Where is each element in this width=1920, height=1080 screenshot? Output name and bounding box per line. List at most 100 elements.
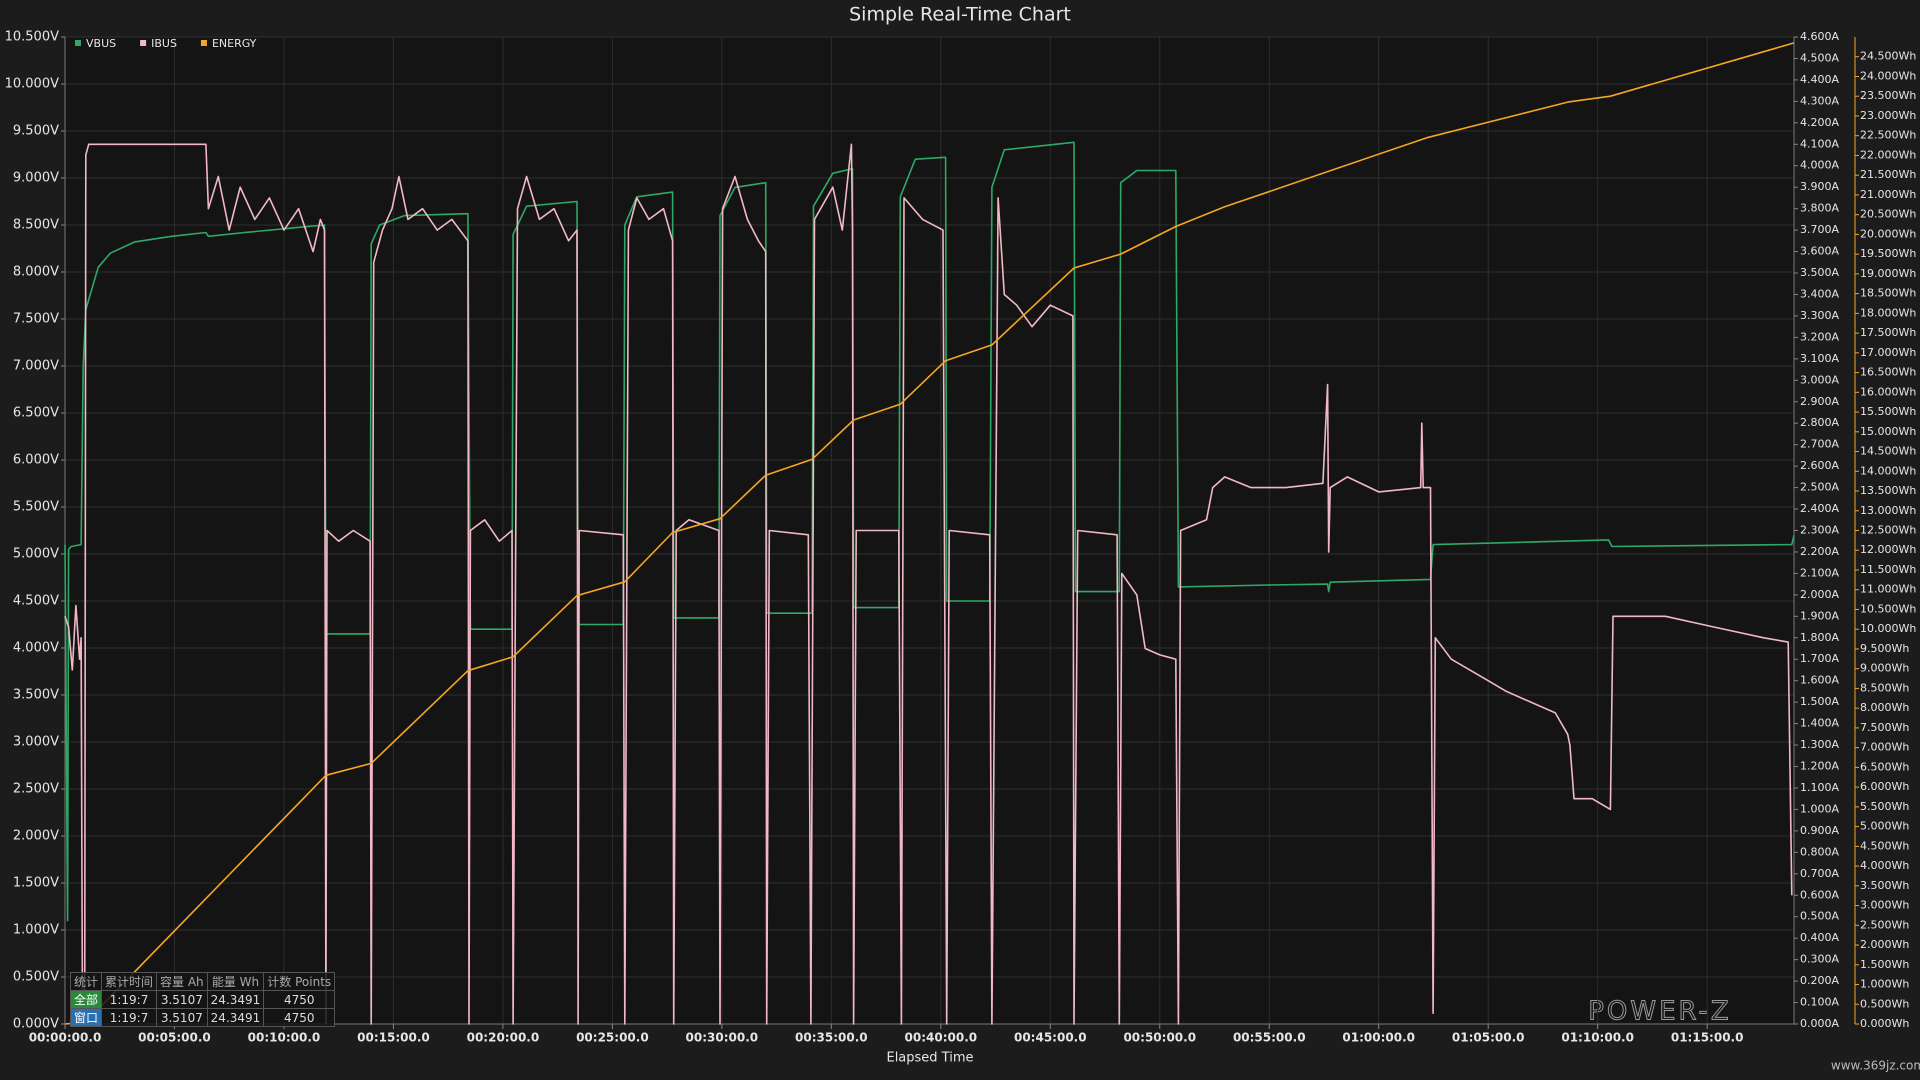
- y3-tick-label: 4.000Wh: [1860, 859, 1909, 872]
- series-line: [64, 143, 1793, 1025]
- legend-swatch: [75, 40, 81, 46]
- legend-label: VBUS: [86, 37, 116, 50]
- y3-tick-label: 19.500Wh: [1860, 247, 1916, 260]
- y-tick-label: 3.000V: [13, 735, 59, 750]
- y2-tick-label: 3.300A: [1800, 309, 1839, 322]
- y3-tick-label: 1.000Wh: [1860, 978, 1909, 991]
- cell: 24.3491: [206, 990, 265, 1009]
- y3-tick-label: 16.000Wh: [1860, 385, 1916, 398]
- y-tick-label: 9.000V: [13, 171, 59, 186]
- y3-tick-label: 3.500Wh: [1860, 879, 1909, 892]
- y3-tick-label: 0.500Wh: [1860, 997, 1909, 1010]
- y3-tick-label: 13.000Wh: [1860, 504, 1916, 517]
- y-tick-label: 2.000V: [13, 829, 59, 844]
- y2-tick-label: 2.500A: [1800, 481, 1839, 494]
- y2-tick-label: 2.200A: [1800, 545, 1839, 558]
- x-tick-label: 00:20:00.0: [467, 1031, 540, 1045]
- y2-tick-label: 2.700A: [1800, 438, 1839, 451]
- y3-tick-label: 12.000Wh: [1860, 543, 1916, 556]
- y3-tick-label: 14.500Wh: [1860, 445, 1916, 458]
- chart-title: Simple Real-Time Chart: [849, 4, 1071, 26]
- y-tick-label: 5.500V: [13, 500, 59, 515]
- x-axis-label: Elapsed Time: [886, 1051, 973, 1066]
- y-tick-label: 0.000V: [13, 1017, 59, 1032]
- y3-tick-label: 19.000Wh: [1860, 267, 1916, 280]
- y2-tick-label: 3.700A: [1800, 223, 1839, 236]
- watermark: POWER-Z: [1588, 997, 1731, 1027]
- x-tick-label: 00:05:00.0: [138, 1031, 211, 1045]
- series-line: [64, 42, 1795, 1025]
- cell: 1:19:7: [101, 990, 158, 1009]
- y2-tick-label: 1.900A: [1800, 609, 1839, 622]
- y3-tick-label: 24.500Wh: [1860, 50, 1916, 63]
- header-cell: 统计: [69, 972, 103, 991]
- y2-tick-label: 3.600A: [1800, 245, 1839, 258]
- y2-tick-label: 2.400A: [1800, 502, 1839, 515]
- y2-tick-label: 2.800A: [1800, 416, 1839, 429]
- y2-tick-label: 0.900A: [1800, 824, 1839, 837]
- y-tick-label: 4.000V: [13, 641, 59, 656]
- y-tick-label: 4.500V: [13, 594, 59, 609]
- y2-tick-label: 3.000A: [1800, 373, 1839, 386]
- stats-header: 统计 累计时间 容量 Ah 能量 Wh 计数 Points: [69, 972, 336, 991]
- y3-tick-label: 17.500Wh: [1860, 326, 1916, 339]
- header-cell: 能量 Wh: [206, 972, 265, 991]
- y2-tick-label: 1.500A: [1800, 695, 1839, 708]
- watermark: www.369jz.com: [1831, 1059, 1920, 1073]
- cell: 窗口: [69, 1008, 103, 1027]
- y2-tick-label: 4.600A: [1800, 30, 1839, 43]
- y-tick-label: 5.000V: [13, 547, 59, 562]
- y-tick-label: 0.500V: [13, 970, 59, 985]
- y2-tick-label: 0.300A: [1800, 953, 1839, 966]
- y2-tick-label: 4.400A: [1800, 73, 1839, 86]
- y3-tick-label: 7.500Wh: [1860, 721, 1909, 734]
- y3-tick-label: 17.000Wh: [1860, 346, 1916, 359]
- y2-tick-label: 1.200A: [1800, 760, 1839, 773]
- y3-tick-label: 4.500Wh: [1860, 839, 1909, 852]
- y2-tick-label: 4.200A: [1800, 116, 1839, 129]
- series-line: [64, 141, 1795, 922]
- y3-tick-label: 16.500Wh: [1860, 366, 1916, 379]
- y3-tick-label: 13.500Wh: [1860, 484, 1916, 497]
- cell: 4750: [263, 1008, 336, 1027]
- x-tick-label: 00:10:00.0: [248, 1031, 321, 1045]
- y2-tick-label: 0.400A: [1800, 931, 1839, 944]
- x-tick-label: 01:00:00.0: [1342, 1031, 1415, 1045]
- stats-row: 全部 1:19:7 3.5107 24.3491 4750: [69, 990, 336, 1009]
- y-tick-label: 10.000V: [5, 77, 59, 92]
- y-tick-label: 10.500V: [5, 30, 59, 45]
- y2-tick-label: 4.500A: [1800, 51, 1839, 64]
- y2-tick-label: 3.200A: [1800, 330, 1839, 343]
- y3-tick-label: 15.500Wh: [1860, 405, 1916, 418]
- x-tick-label: 00:45:00.0: [1014, 1031, 1087, 1045]
- x-tick-label: 00:40:00.0: [905, 1031, 978, 1045]
- y3-tick-label: 11.500Wh: [1860, 563, 1916, 576]
- y3-tick-label: 3.000Wh: [1860, 899, 1909, 912]
- legend-swatch: [140, 40, 147, 46]
- header-cell: 计数 Points: [263, 972, 336, 991]
- y3-tick-label: 18.000Wh: [1860, 306, 1916, 319]
- y-tick-label: 2.500V: [13, 782, 59, 797]
- y3-tick-label: 7.000Wh: [1860, 741, 1909, 754]
- y3-tick-label: 22.000Wh: [1860, 148, 1916, 161]
- y3-tick-label: 14.000Wh: [1860, 464, 1916, 477]
- y3-tick-label: 6.500Wh: [1860, 760, 1909, 773]
- y-tick-label: 8.500V: [13, 218, 59, 233]
- legend-label: IBUS: [151, 37, 177, 50]
- y3-tick-label: 22.500Wh: [1860, 129, 1916, 142]
- x-tick-label: 00:30:00.0: [686, 1031, 759, 1045]
- y-tick-label: 6.500V: [13, 406, 59, 421]
- y-tick-label: 7.500V: [13, 312, 59, 327]
- y3-tick-label: 2.500Wh: [1860, 918, 1909, 931]
- y2-tick-label: 0.000A: [1800, 1017, 1839, 1030]
- x-tick-label: 00:25:00.0: [576, 1031, 649, 1045]
- stats-table: 统计 累计时间 容量 Ah 能量 Wh 计数 Points 全部 1:19:7 …: [69, 972, 336, 1027]
- y3-tick-label: 1.500Wh: [1860, 958, 1909, 971]
- y2-tick-label: 2.600A: [1800, 459, 1839, 472]
- stats-row: 窗口 1:19:7 3.5107 24.3491 4750: [69, 1008, 336, 1027]
- cell: 3.5107: [156, 1008, 208, 1027]
- y3-tick-label: 23.000Wh: [1860, 109, 1916, 122]
- y2-tick-label: 2.100A: [1800, 566, 1839, 579]
